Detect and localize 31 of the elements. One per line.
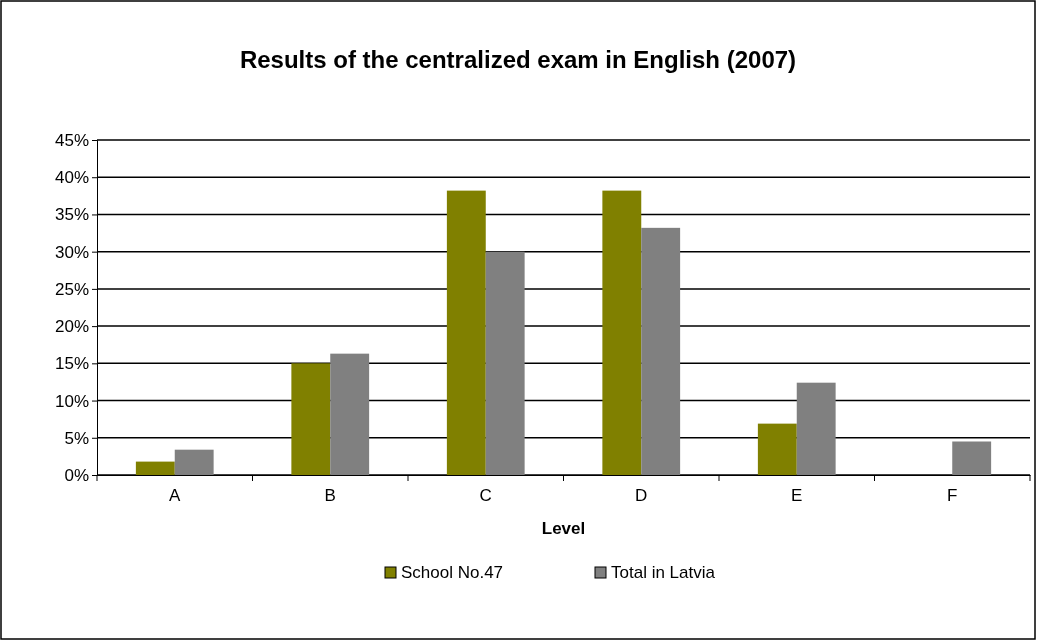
y-tick-label: 10% <box>54 391 89 411</box>
bar <box>174 449 214 475</box>
y-tick-label: 15% <box>54 354 89 374</box>
x-tick-label: E <box>791 486 803 506</box>
legend-label: School No.47 <box>401 563 504 582</box>
legend-label: Total in Latvia <box>611 563 716 582</box>
y-tick-label: 40% <box>54 168 89 188</box>
x-tick-label: F <box>947 486 958 506</box>
bar <box>952 441 992 475</box>
y-tick-label: 30% <box>54 242 89 262</box>
bar <box>602 190 642 475</box>
x-axis-title: Level <box>541 519 586 538</box>
y-tick-label: 5% <box>64 428 89 448</box>
bar <box>796 382 836 475</box>
bar <box>135 461 175 475</box>
x-tick-label: A <box>169 486 182 506</box>
y-tick-label: 0% <box>64 465 89 485</box>
bar <box>330 353 370 475</box>
bar <box>485 251 525 475</box>
x-tick-label: D <box>635 486 648 506</box>
chart-title: Results of the centralized exam in English (2007) <box>239 46 797 73</box>
y-tick-label: 25% <box>54 279 89 299</box>
x-tick-label: B <box>324 486 336 506</box>
y-tick-label: 45% <box>54 130 89 150</box>
y-tick-label: 35% <box>54 205 89 225</box>
x-tick-label: C <box>479 486 492 506</box>
bar <box>446 190 486 475</box>
bar <box>291 363 331 475</box>
y-tick-label: 20% <box>54 317 89 337</box>
bar <box>757 423 797 475</box>
bar <box>641 227 681 475</box>
